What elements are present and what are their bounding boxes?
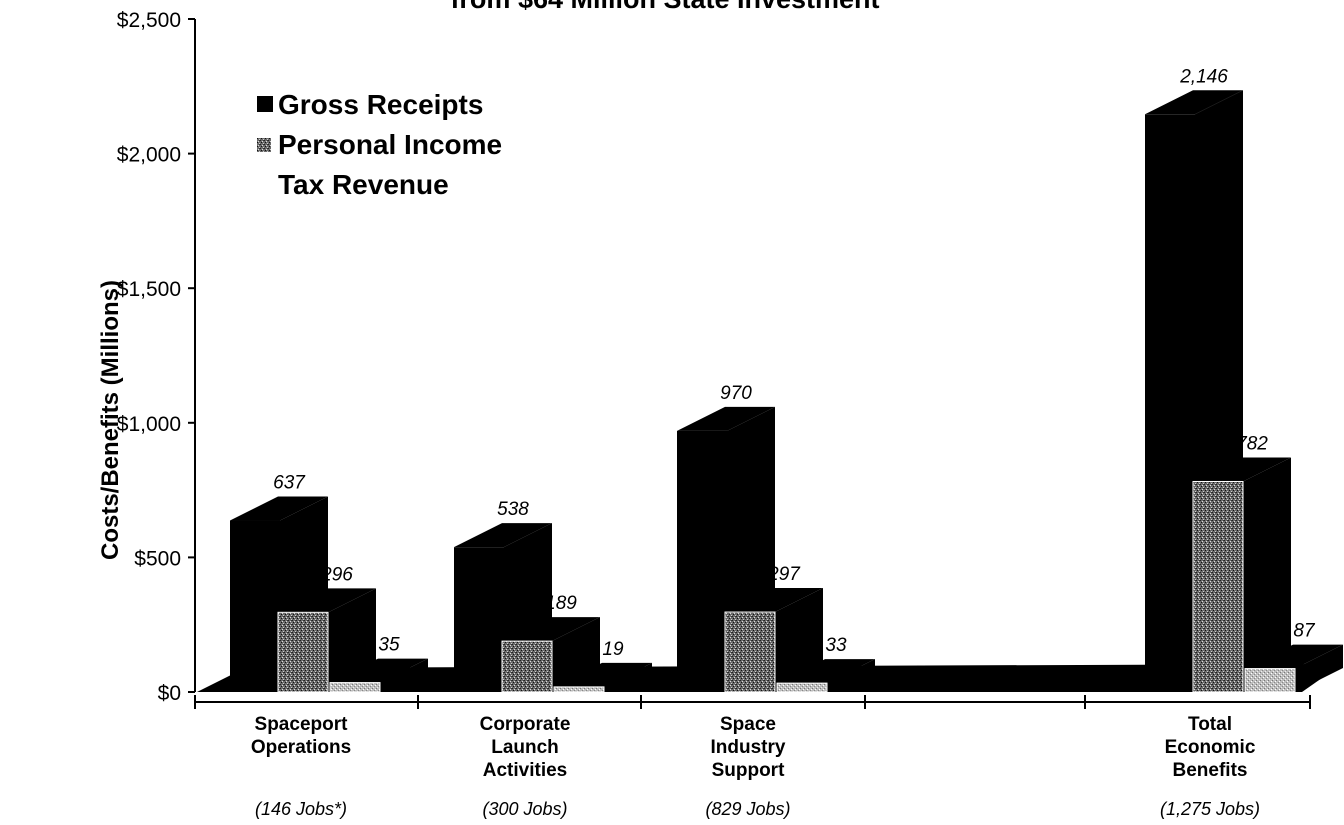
value-label: 33 bbox=[825, 635, 847, 656]
y-tick-label: $2,500 bbox=[117, 9, 181, 32]
category-label: Benefits bbox=[1173, 760, 1248, 781]
value-label: 2,146 bbox=[1179, 66, 1228, 87]
x-axis bbox=[194, 695, 1311, 709]
category-label: Operations bbox=[251, 737, 351, 758]
bar-personal-income-2 bbox=[724, 588, 823, 693]
y-tick-label: $500 bbox=[134, 547, 181, 570]
bar-tax-revenue-0 bbox=[329, 658, 428, 693]
bar-front bbox=[553, 686, 605, 693]
legend-tax-revenue: Tax Revenue bbox=[278, 169, 449, 200]
y-tick-label: $2,000 bbox=[117, 144, 181, 167]
bar-personal-income-1 bbox=[501, 617, 600, 693]
value-label: 189 bbox=[545, 593, 577, 614]
category-jobs-label: (829 Jobs) bbox=[705, 799, 790, 819]
bar-side bbox=[1243, 457, 1291, 692]
legend: Gross Receipts Personal Income Tax Reven… bbox=[257, 89, 502, 200]
bar-top bbox=[1245, 644, 1343, 669]
legend-swatch-gross-receipts bbox=[257, 96, 273, 112]
value-label: 297 bbox=[767, 564, 801, 585]
bar-front bbox=[329, 682, 381, 693]
chart-title: from $64 Million State Investment bbox=[450, 0, 879, 14]
category-label: Launch bbox=[491, 737, 559, 758]
category-jobs-label: (146 Jobs*) bbox=[255, 799, 347, 819]
category-label: Economic bbox=[1165, 737, 1256, 758]
bar-side bbox=[380, 658, 428, 692]
category-jobs-label: (1,275 Jobs) bbox=[1160, 799, 1260, 819]
category-label: Spaceport bbox=[255, 714, 349, 735]
bar-side bbox=[1295, 644, 1343, 692]
legend-personal-income: Personal Income bbox=[278, 129, 502, 160]
y-axis: $0 $500 $1,000 $1,500 $2,000 $2,500 bbox=[117, 9, 196, 705]
bar-personal-income-4 bbox=[1192, 457, 1291, 693]
y-tick-label: $1,000 bbox=[117, 413, 181, 436]
bar-front bbox=[501, 640, 553, 693]
bar-side bbox=[775, 588, 823, 692]
bar-top bbox=[230, 496, 328, 521]
value-label: 87 bbox=[1293, 621, 1316, 642]
category-label: Activities bbox=[483, 760, 567, 781]
bar-front bbox=[677, 430, 727, 692]
bar-top bbox=[502, 617, 600, 642]
bar-front bbox=[454, 547, 504, 692]
bar-tax-revenue-1 bbox=[553, 662, 652, 693]
category-jobs-label: (300 Jobs) bbox=[482, 799, 567, 819]
bar-tax-revenue-2 bbox=[776, 659, 875, 693]
y-tick-label: $1,500 bbox=[117, 278, 181, 301]
bar-side bbox=[604, 662, 652, 692]
bar-front bbox=[277, 611, 329, 693]
bar-top bbox=[554, 662, 652, 687]
category-label: Corporate bbox=[480, 714, 571, 735]
bars-layer bbox=[230, 90, 1343, 693]
bar-top bbox=[777, 659, 875, 684]
category-label: Industry bbox=[711, 737, 786, 758]
category-label: Support bbox=[712, 760, 785, 781]
value-label: 35 bbox=[378, 635, 400, 656]
bar-top bbox=[1145, 90, 1243, 115]
bar-front bbox=[230, 520, 280, 692]
bar-side bbox=[827, 659, 875, 692]
legend-gross-receipts: Gross Receipts bbox=[278, 89, 483, 120]
bar-top bbox=[278, 588, 376, 613]
bar-front bbox=[776, 682, 828, 693]
y-tick-label: $0 bbox=[158, 682, 181, 705]
bar-top bbox=[1193, 457, 1291, 482]
category-label: Space bbox=[720, 714, 776, 735]
value-labels: 637 296 35 538 189 19 970 297 33 2,146 782 87 bbox=[273, 66, 1316, 660]
bar-tax-revenue-4 bbox=[1244, 644, 1343, 693]
value-label: 782 bbox=[1236, 433, 1268, 454]
bar-top bbox=[454, 523, 552, 548]
value-label: 970 bbox=[720, 383, 752, 404]
value-label: 19 bbox=[602, 639, 624, 660]
value-label: 637 bbox=[273, 473, 306, 494]
value-label: 296 bbox=[320, 564, 353, 585]
bar-front bbox=[1192, 480, 1244, 693]
bar-front bbox=[1145, 114, 1195, 692]
bar-top bbox=[677, 406, 775, 431]
value-label: 538 bbox=[497, 499, 529, 520]
bar-top bbox=[725, 588, 823, 613]
bar-front bbox=[724, 611, 776, 693]
legend-swatch-personal-income bbox=[257, 138, 271, 152]
bar-front bbox=[1244, 668, 1296, 693]
bar-top bbox=[330, 658, 428, 683]
category-label: Total bbox=[1188, 714, 1232, 735]
y-axis-label: Costs/Benefits (Millions) bbox=[97, 280, 124, 560]
